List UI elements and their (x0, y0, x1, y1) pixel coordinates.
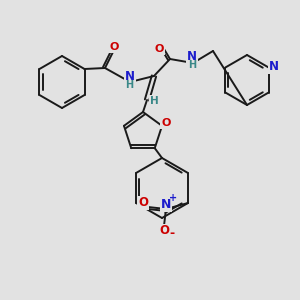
Text: N: N (161, 197, 171, 211)
Text: O: O (154, 44, 164, 54)
Text: O: O (161, 118, 171, 128)
Text: N: N (269, 60, 279, 73)
Text: N: N (125, 70, 135, 83)
Text: H: H (125, 80, 133, 90)
Text: O: O (159, 224, 169, 238)
Text: H: H (188, 60, 196, 70)
Text: N: N (187, 50, 197, 64)
Text: +: + (169, 193, 177, 203)
Text: O: O (109, 42, 119, 52)
Text: -: - (169, 227, 175, 241)
Text: O: O (138, 196, 148, 209)
Text: H: H (150, 96, 158, 106)
